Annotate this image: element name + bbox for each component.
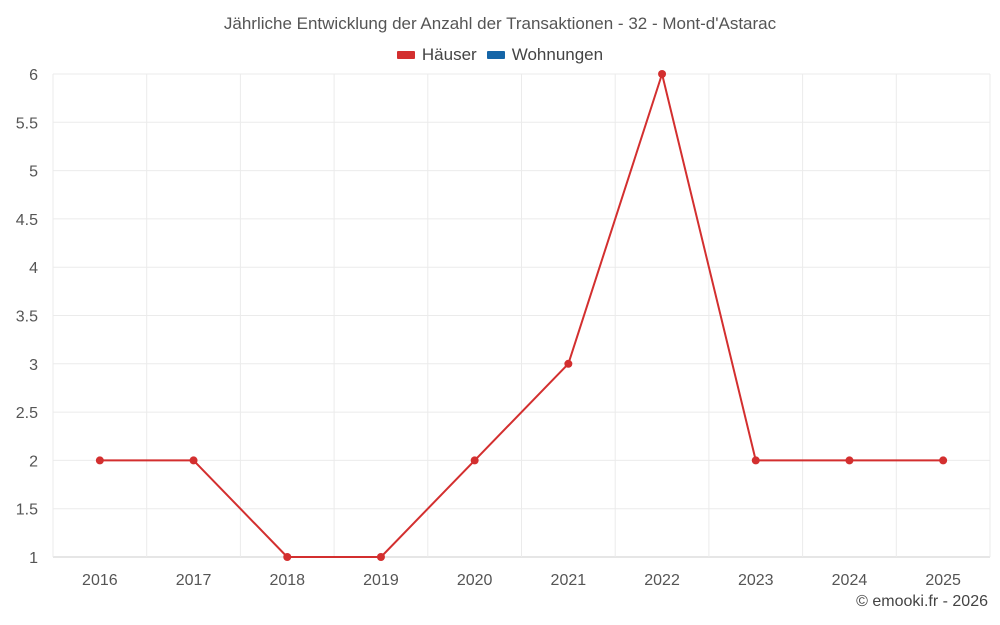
data-point bbox=[189, 456, 198, 465]
y-tick-label: 3 bbox=[29, 357, 38, 374]
y-tick-label: 2.5 bbox=[16, 405, 38, 422]
y-tick-label: 4 bbox=[29, 260, 38, 277]
y-tick-label: 6 bbox=[29, 67, 38, 84]
data-point bbox=[939, 456, 948, 465]
legend-swatch-wohnungen bbox=[486, 51, 505, 59]
data-point bbox=[95, 456, 104, 465]
x-tick-label: 2018 bbox=[269, 572, 305, 589]
x-tick-label: 2020 bbox=[457, 572, 493, 589]
y-tick-label: 5 bbox=[29, 164, 38, 181]
y-tick-label: 3.5 bbox=[16, 309, 38, 326]
data-point bbox=[751, 456, 760, 465]
series-line-0 bbox=[99, 73, 944, 558]
legend-swatch-haeuser bbox=[396, 51, 415, 59]
legend-item-wohnungen[interactable]: Wohnungen bbox=[486, 45, 604, 65]
x-tick-label: 2016 bbox=[82, 572, 118, 589]
data-point bbox=[283, 553, 292, 561]
chart-title: Jährliche Entwicklung der Anzahl der Tra… bbox=[223, 14, 777, 33]
legend-label-haeuser: Häuser bbox=[421, 45, 477, 64]
data-point bbox=[658, 70, 667, 78]
legend: Häuser Wohnungen bbox=[0, 45, 1000, 65]
x-tick-label: 2017 bbox=[176, 572, 212, 589]
x-tick-label: 2019 bbox=[363, 572, 399, 589]
legend-item-haeuser[interactable]: Häuser bbox=[396, 45, 477, 65]
x-tick-label: 2025 bbox=[925, 572, 961, 589]
credit-text: © emooki.fr - 2026 bbox=[856, 593, 988, 610]
x-tick-label: 2023 bbox=[738, 572, 774, 589]
data-point bbox=[376, 553, 385, 561]
x-tick-label: 2021 bbox=[551, 572, 587, 589]
y-tick-label: 1.5 bbox=[16, 502, 38, 519]
y-tick-label: 2 bbox=[29, 453, 38, 470]
data-point bbox=[470, 456, 479, 465]
data-point bbox=[564, 359, 573, 368]
y-tick-label: 4.5 bbox=[16, 212, 38, 229]
y-tick-label: 5.5 bbox=[16, 115, 38, 132]
x-tick-label: 2024 bbox=[832, 572, 868, 589]
y-tick-label: 1 bbox=[29, 550, 38, 567]
x-tick-label: 2022 bbox=[644, 572, 680, 589]
legend-label-wohnungen: Wohnungen bbox=[511, 45, 604, 64]
data-point bbox=[845, 456, 854, 465]
